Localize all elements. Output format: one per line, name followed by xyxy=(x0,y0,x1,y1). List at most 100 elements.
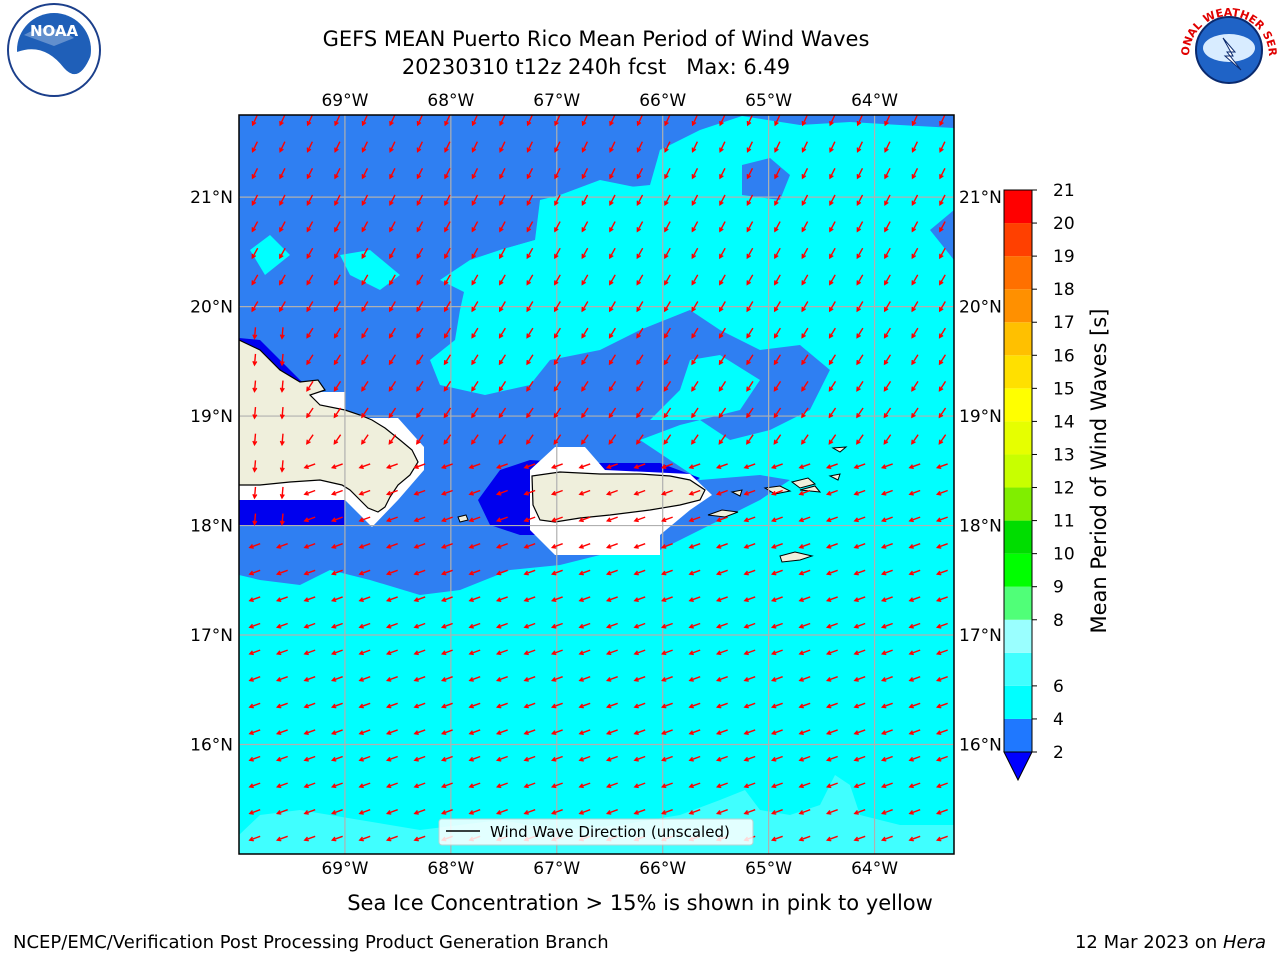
wind-arrow xyxy=(774,221,781,233)
wind-arrow xyxy=(471,301,479,313)
wind-arrow xyxy=(526,354,534,366)
wind-arrow xyxy=(911,247,919,260)
wind-arrow xyxy=(550,729,563,735)
wind-arrow xyxy=(550,543,563,549)
wind-arrow xyxy=(825,543,838,549)
wind-arrow xyxy=(252,380,258,393)
wind-arrow xyxy=(358,463,371,469)
wind-arrow xyxy=(801,167,809,180)
x-tick-label-bottom: 64°W xyxy=(851,859,898,879)
wind-arrow xyxy=(550,649,563,656)
wind-arrow xyxy=(774,141,781,153)
wind-arrow xyxy=(605,489,618,496)
wind-arrow xyxy=(358,569,371,576)
wind-arrow xyxy=(660,463,673,469)
wind-arrow xyxy=(389,141,396,153)
wind-arrow xyxy=(361,221,369,233)
wind-arrow xyxy=(688,782,701,789)
wind-arrow xyxy=(523,755,536,762)
wind-arrow xyxy=(389,194,396,206)
wind-arrow xyxy=(303,596,316,602)
x-tick-label-bottom: 65°W xyxy=(745,859,792,879)
wind-arrow xyxy=(636,221,644,233)
wind-arrow xyxy=(303,543,316,549)
wind-arrow xyxy=(330,463,343,469)
wind-arrow xyxy=(825,463,838,469)
wind-arrow xyxy=(358,649,371,656)
wind-arrow xyxy=(498,301,506,313)
wind-arrow xyxy=(526,221,534,233)
wind-arrow xyxy=(523,596,536,602)
wind-arrow xyxy=(252,353,258,367)
wind-arrow xyxy=(798,729,811,735)
wind-arrow xyxy=(770,596,783,602)
wind-arrow xyxy=(801,141,809,153)
wind-arrow xyxy=(443,301,451,313)
wind-arrow xyxy=(499,115,506,127)
wind-arrow xyxy=(495,489,508,496)
wind-arrow xyxy=(523,729,536,735)
wind-arrow xyxy=(939,221,946,233)
wind-arrow xyxy=(853,569,866,576)
wind-arrow xyxy=(306,274,314,286)
wind-arrow xyxy=(440,463,453,469)
wind-arrow xyxy=(880,729,893,735)
wind-arrow xyxy=(664,115,671,127)
wind-arrow xyxy=(691,274,699,286)
wind-arrow xyxy=(251,141,259,153)
wind-arrow xyxy=(252,486,258,500)
wind-arrow xyxy=(688,489,701,496)
wind-arrow xyxy=(330,809,343,815)
wind-arrow xyxy=(938,354,947,366)
wind-arrow xyxy=(688,676,701,682)
wind-arrow xyxy=(939,115,946,127)
wind-arrow xyxy=(413,649,426,656)
wind-arrow xyxy=(880,702,893,709)
footer-host: Hera xyxy=(1222,932,1266,953)
x-tick-label-bottom: 67°W xyxy=(533,859,580,879)
colorbar-segment xyxy=(1004,289,1032,323)
wind-arrow xyxy=(801,247,809,260)
wind-arrow xyxy=(330,543,343,549)
wind-arrow xyxy=(828,354,837,366)
wind-legend-label: Wind Wave Direction (unscaled) xyxy=(490,823,730,841)
wind-arrow xyxy=(908,782,921,789)
wind-arrow xyxy=(884,274,891,286)
wind-arrow xyxy=(361,141,369,153)
wind-arrow xyxy=(385,543,398,549)
wind-arrow xyxy=(911,301,919,313)
wind-arrow xyxy=(856,141,864,153)
wind-arrow xyxy=(471,221,479,233)
wind-arrow xyxy=(718,407,727,419)
wind-arrow xyxy=(883,434,892,445)
colorbar-segment xyxy=(1004,619,1032,653)
wind-arrow xyxy=(935,676,948,682)
wind-arrow xyxy=(303,516,316,523)
wind-arrow xyxy=(718,301,726,313)
wind-arrow xyxy=(578,569,591,576)
wind-arrow xyxy=(306,221,314,233)
wind-arrow xyxy=(385,649,398,656)
colorbar-tick-label: 16 xyxy=(1053,346,1075,366)
wind-arrow xyxy=(303,489,316,496)
wind-arrow xyxy=(688,755,701,762)
wind-arrow xyxy=(278,301,286,313)
colorbar-segment xyxy=(1004,355,1032,389)
wind-arrow xyxy=(774,167,781,180)
wind-arrow xyxy=(770,516,783,523)
wind-arrow xyxy=(691,167,699,180)
wind-arrow xyxy=(608,381,617,392)
wind-arrow xyxy=(880,676,893,682)
wind-arrow xyxy=(248,809,261,815)
wind-arrow xyxy=(385,622,398,629)
wind-arrow xyxy=(829,274,836,286)
field-patch-mid xyxy=(650,355,760,420)
wind-arrow xyxy=(388,381,397,392)
wind-arrow xyxy=(853,782,866,789)
wind-arrow xyxy=(358,543,371,549)
map-title-line2: 20230310 t12z 240h fcst Max: 6.49 xyxy=(401,55,791,79)
wind-arrow xyxy=(880,835,893,842)
wind-arrow xyxy=(416,274,424,286)
wind-arrow xyxy=(330,569,343,576)
